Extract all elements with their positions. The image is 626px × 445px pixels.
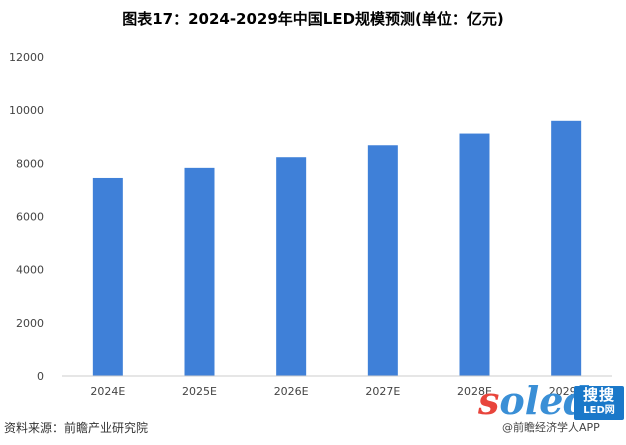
bar-2027E <box>367 145 398 376</box>
source-note: 资料来源：前瞻产业研究院 <box>4 421 149 435</box>
bar-2024E <box>92 177 123 376</box>
bar-2028E <box>459 133 490 376</box>
y-tick-label: 0 <box>37 370 44 383</box>
x-tick-label: 2026E <box>274 385 309 398</box>
chart-title: 图表17：2024-2029年中国LED规模预测(单位：亿元) <box>122 10 504 28</box>
bars <box>92 120 582 376</box>
y-tick-label: 12000 <box>9 51 44 64</box>
x-tick-label: 2024E <box>90 385 125 398</box>
credit-note: @前瞻经济学人APP <box>502 421 600 434</box>
y-tick-label: 2000 <box>16 317 44 330</box>
bar-2029E <box>551 120 582 376</box>
bar-2025E <box>184 167 215 376</box>
souso-led-watermark-badge: 搜搜 LED网 <box>574 386 624 420</box>
bar-2026E <box>276 157 307 376</box>
x-tick-label: 2025E <box>182 385 217 398</box>
y-tick-label: 10000 <box>9 104 44 117</box>
y-tick-label: 4000 <box>16 264 44 277</box>
y-tick-label: 6000 <box>16 211 44 224</box>
y-tick-label: 8000 <box>16 157 44 170</box>
x-tick-label: 2028E <box>457 385 492 398</box>
y-axis: 0 2000 4000 6000 8000 10000 12000 <box>9 51 44 383</box>
x-tick-label: 2027E <box>365 385 400 398</box>
